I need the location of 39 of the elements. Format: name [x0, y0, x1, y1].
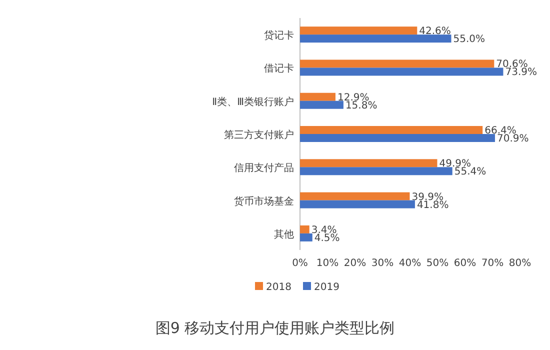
y-tick-label: 第三方支付账户 [224, 129, 294, 141]
x-tick-label: 0% [292, 258, 308, 269]
bar [300, 200, 415, 208]
bar [300, 60, 494, 68]
data-label: 4.5% [314, 232, 340, 244]
x-tick-label: 30% [371, 258, 394, 269]
x-tick-label: 10% [316, 258, 339, 269]
bar [300, 68, 504, 76]
bar [300, 225, 310, 234]
bar [300, 167, 452, 176]
y-tick-label: Ⅱ类、Ⅲ类银行账户 [212, 96, 294, 108]
y-tick-label: 其他 [274, 228, 294, 240]
legend-label: 2018 [266, 282, 292, 293]
y-tick-label: 借记卡 [264, 62, 294, 75]
legend-label: 2019 [314, 282, 340, 293]
data-label: 15.8% [345, 100, 378, 112]
x-tick-label: 20% [344, 258, 366, 269]
x-tick-label: 70% [481, 258, 504, 269]
x-tick-label: 80% [508, 258, 532, 269]
y-tick-label: 贷记卡 [264, 30, 294, 42]
data-label: 42.6% [419, 26, 451, 38]
data-label: 55.0% [453, 34, 486, 46]
bar [300, 233, 312, 242]
y-tick-label: 货币市场基金 [234, 195, 294, 208]
bar [300, 100, 344, 109]
x-tick-label: 50% [426, 258, 449, 269]
bar [300, 134, 495, 142]
bar [300, 159, 438, 168]
bar [300, 192, 410, 200]
bar [300, 92, 336, 101]
y-tick-label: 信用支付产品 [234, 162, 294, 174]
data-label: 70.9% [496, 134, 529, 144]
bar [300, 34, 452, 43]
bar [300, 26, 418, 35]
bar [300, 126, 483, 134]
text: 图9 移动支付用户使用账户类型比例 [155, 319, 395, 337]
x-tick-label: 40% [398, 258, 422, 269]
data-label: 41.8% [416, 200, 449, 211]
x-tick-label: 60% [454, 258, 476, 269]
